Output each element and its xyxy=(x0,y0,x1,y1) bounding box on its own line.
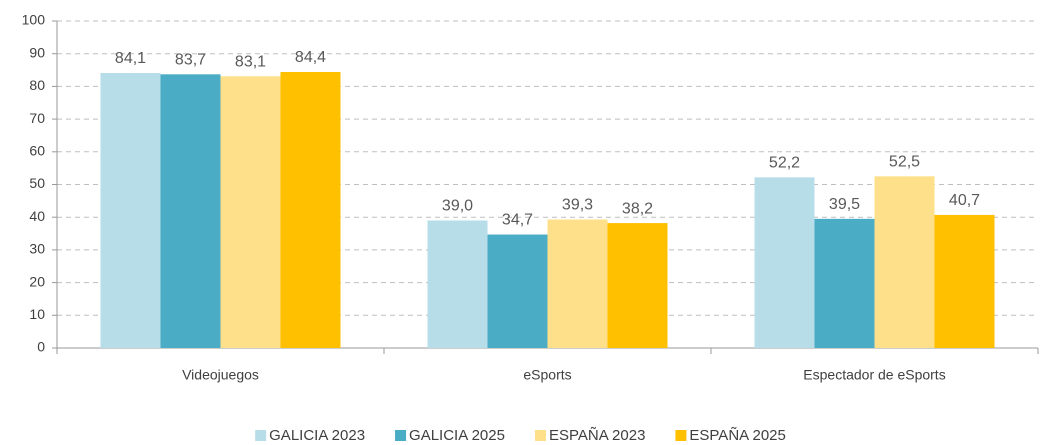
value-label: 83,7 xyxy=(175,52,206,69)
bar xyxy=(427,220,488,348)
legend-label: ESPAÑA 2025 xyxy=(689,427,785,444)
bar xyxy=(934,214,995,348)
x-tick-label: Videojuegos xyxy=(182,367,259,383)
bar xyxy=(814,218,875,348)
x-tick-label: Espectador de eSports xyxy=(803,367,945,383)
y-tick-label: 10 xyxy=(29,306,45,322)
bar xyxy=(874,176,935,348)
y-tick-label: 80 xyxy=(29,77,45,93)
bar xyxy=(280,72,341,349)
y-tick-label: 70 xyxy=(29,110,45,126)
value-label: 52,2 xyxy=(769,155,800,172)
value-label: 84,1 xyxy=(115,50,146,67)
legend-swatch xyxy=(534,430,546,441)
x-tick-label: eSports xyxy=(523,367,571,383)
legend-label: GALICIA 2025 xyxy=(409,427,505,444)
y-tick-label: 90 xyxy=(29,44,45,60)
value-label: 39,0 xyxy=(442,198,473,215)
value-label: 83,1 xyxy=(235,53,266,70)
bar xyxy=(100,72,161,349)
y-tick-label: 20 xyxy=(29,273,45,289)
y-tick-label: 40 xyxy=(29,208,45,224)
bar xyxy=(607,223,668,348)
bar xyxy=(160,74,221,349)
legend-label: GALICIA 2023 xyxy=(269,427,365,444)
value-label: 39,5 xyxy=(829,196,860,213)
bar xyxy=(547,219,608,348)
y-tick-label: 50 xyxy=(29,175,45,191)
legend-swatch xyxy=(395,430,407,441)
y-tick-label: 30 xyxy=(29,241,45,257)
value-label: 52,5 xyxy=(889,154,920,171)
y-tick-label: 0 xyxy=(37,339,45,355)
y-tick-label: 100 xyxy=(22,12,46,28)
value-label: 40,7 xyxy=(949,192,980,209)
bar xyxy=(220,76,281,348)
value-label: 34,7 xyxy=(502,212,533,229)
bar xyxy=(754,177,815,348)
legend-label: ESPAÑA 2023 xyxy=(549,427,645,444)
y-tick-label: 60 xyxy=(29,143,45,159)
bar xyxy=(487,234,548,348)
value-label: 84,4 xyxy=(295,49,326,66)
legend-swatch xyxy=(675,430,687,441)
legend-swatch xyxy=(255,430,267,441)
value-label: 38,2 xyxy=(622,200,653,217)
value-label: 39,3 xyxy=(562,197,593,214)
